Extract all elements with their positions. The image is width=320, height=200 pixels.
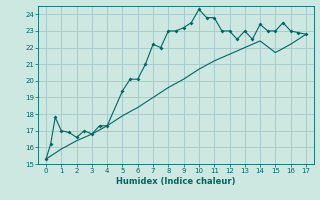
X-axis label: Humidex (Indice chaleur): Humidex (Indice chaleur)	[116, 177, 236, 186]
